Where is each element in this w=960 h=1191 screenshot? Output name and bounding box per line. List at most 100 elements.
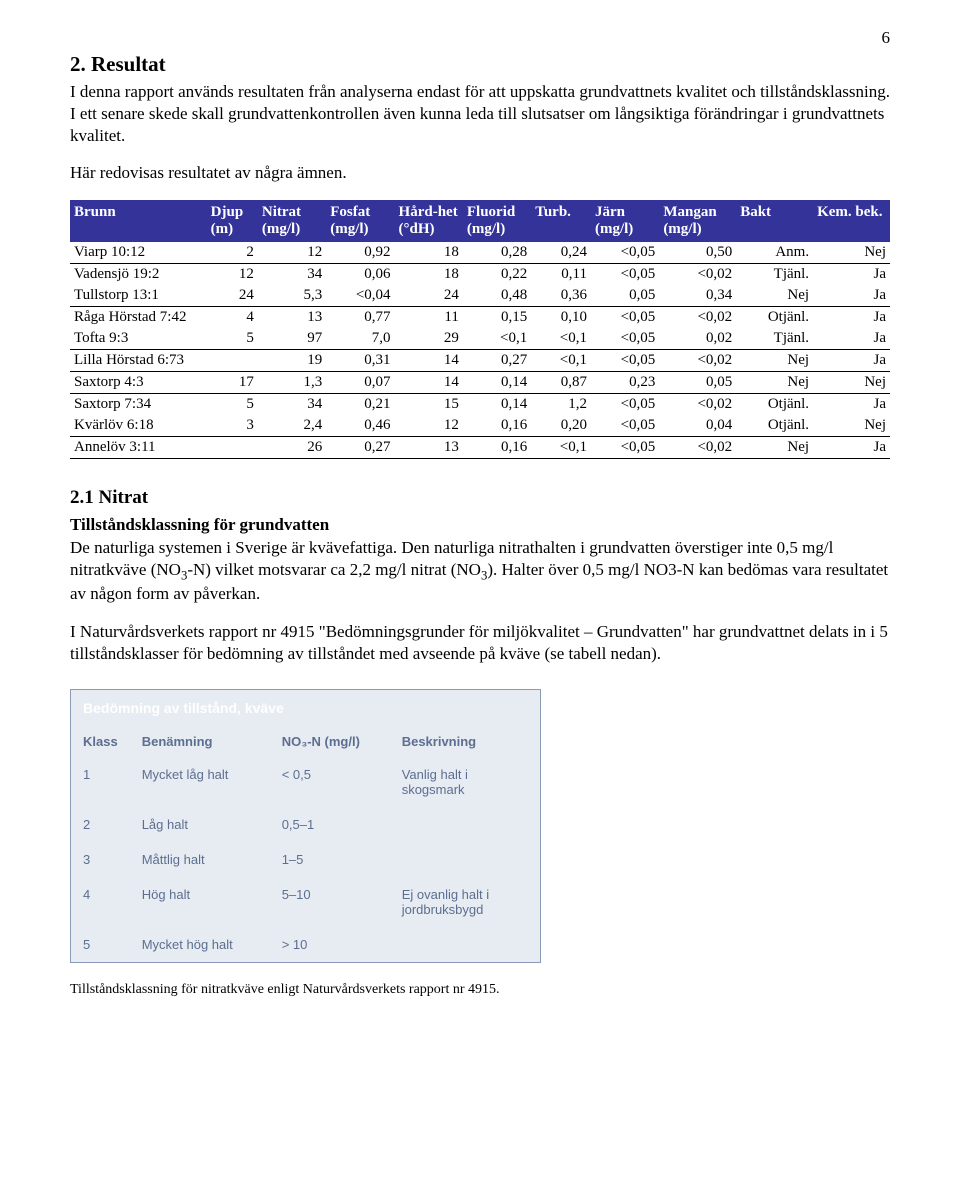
class-cell: Ej ovanlig halt i jordbruksbygd [390,877,540,927]
class-cell: 4 [71,877,130,927]
class-row: 4Hög halt5–10Ej ovanlig halt i jordbruks… [71,877,540,927]
data-cell: 29 [395,328,463,350]
nitrate-paragraph-1: De naturliga systemen i Sverige är kväve… [70,537,890,605]
data-cell: Ja [813,350,890,372]
class-row: 5Mycket hög halt> 10 [71,927,540,962]
table-header-cell: Mangan (mg/l) [659,200,736,242]
data-cell: 0,11 [531,264,591,286]
data-cell: <0,05 [591,328,659,350]
nitrate-subheading: Tillståndsklassning för grundvatten [70,515,890,535]
data-table: BrunnDjup (m)Nitrat (mg/l)Fosfat (mg/l)H… [70,200,890,459]
data-cell: 4 [207,307,258,329]
class-cell [390,842,540,877]
row-label-cell: Råga Hörstad 7:42 [70,307,207,329]
data-cell: 13 [395,437,463,459]
data-cell: 0,27 [463,350,531,372]
data-cell: 0,46 [326,415,394,437]
class-cell: Måttlig halt [130,842,270,877]
data-cell: 5,3 [258,285,326,307]
class-cell: Låg halt [130,807,270,842]
classification-table-wrapper: Bedömning av tillstånd, kväve KlassBenäm… [70,689,541,963]
data-cell: Nej [813,372,890,394]
data-cell: Ja [813,307,890,329]
classification-table: Bedömning av tillstånd, kväve KlassBenäm… [71,690,540,962]
row-label-cell: Saxtorp 7:34 [70,394,207,416]
table-row: Kvärlöv 6:1832,40,46120,160,20<0,050,04O… [70,415,890,437]
data-cell: <0,02 [659,394,736,416]
data-cell: 11 [395,307,463,329]
table-caption: Tillståndsklassning för nitratkväve enli… [70,982,890,998]
data-cell: Nej [736,350,813,372]
data-cell: 0,23 [591,372,659,394]
data-cell: Ja [813,264,890,286]
data-cell: 0,92 [326,242,394,264]
data-cell: 0,21 [326,394,394,416]
data-cell: Otjänl. [736,307,813,329]
data-cell: 15 [395,394,463,416]
data-cell: 34 [258,394,326,416]
table-header-cell: Hård-het (°dH) [395,200,463,242]
class-header-cell: Benämning [130,726,270,757]
data-cell: Tjänl. [736,328,813,350]
data-cell: 5 [207,394,258,416]
data-cell: 0,27 [326,437,394,459]
data-cell: 0,16 [463,437,531,459]
data-cell: <0,05 [591,350,659,372]
class-cell: 5–10 [270,877,390,927]
data-cell: Nej [736,437,813,459]
class-row: 2Låg halt0,5–1 [71,807,540,842]
data-cell: 0,50 [659,242,736,264]
class-cell: Mycket låg halt [130,757,270,807]
data-cell: <0,05 [591,264,659,286]
nitrate-heading: 2.1 Nitrat [70,487,890,509]
table-header-row: BrunnDjup (m)Nitrat (mg/l)Fosfat (mg/l)H… [70,200,890,242]
class-cell [390,927,540,962]
data-cell: 0,02 [659,328,736,350]
class-row: 3Måttlig halt1–5 [71,842,540,877]
data-cell: 12 [207,264,258,286]
data-cell: 3 [207,415,258,437]
data-cell: 0,16 [463,415,531,437]
data-cell: Nej [813,415,890,437]
data-cell: Otjänl. [736,415,813,437]
row-label-cell: Tullstorp 13:1 [70,285,207,307]
class-cell [390,807,540,842]
table-header-cell: Brunn [70,200,207,242]
classification-title-row: Bedömning av tillstånd, kväve [71,690,540,726]
data-cell: 0,24 [531,242,591,264]
class-cell: 5 [71,927,130,962]
data-cell: 19 [258,350,326,372]
class-cell: 2 [71,807,130,842]
table-header-cell: Djup (m) [207,200,258,242]
data-cell: Nej [736,372,813,394]
class-cell: Vanlig halt i skogsmark [390,757,540,807]
data-cell: Ja [813,437,890,459]
data-cell: 0,10 [531,307,591,329]
data-cell: 5 [207,328,258,350]
table-row: Lilla Hörstad 6:73190,31140,27<0,1<0,05<… [70,350,890,372]
class-cell: > 10 [270,927,390,962]
class-cell: 1–5 [270,842,390,877]
data-cell: 18 [395,242,463,264]
document-page: 6 2. Resultat I denna rapport används re… [0,0,960,1191]
class-cell: Mycket hög halt [130,927,270,962]
data-cell: 12 [258,242,326,264]
table-header-cell: Fluorid (mg/l) [463,200,531,242]
table-row: Tofta 9:35977,029<0,1<0,1<0,050,02Tjänl.… [70,328,890,350]
data-cell: <0,02 [659,350,736,372]
data-cell: <0,1 [531,328,591,350]
data-cell: <0,05 [591,394,659,416]
class-cell: 0,5–1 [270,807,390,842]
data-cell: Ja [813,285,890,307]
page-number: 6 [882,28,891,48]
data-cell: <0,05 [591,307,659,329]
table-header-cell: Bakt [736,200,813,242]
data-cell: 2,4 [258,415,326,437]
data-cell: <0,05 [591,242,659,264]
classification-title: Bedömning av tillstånd, kväve [71,690,540,726]
data-cell: <0,1 [531,350,591,372]
data-cell: 17 [207,372,258,394]
data-cell: <0,05 [591,437,659,459]
data-cell: 14 [395,372,463,394]
data-cell: Ja [813,328,890,350]
